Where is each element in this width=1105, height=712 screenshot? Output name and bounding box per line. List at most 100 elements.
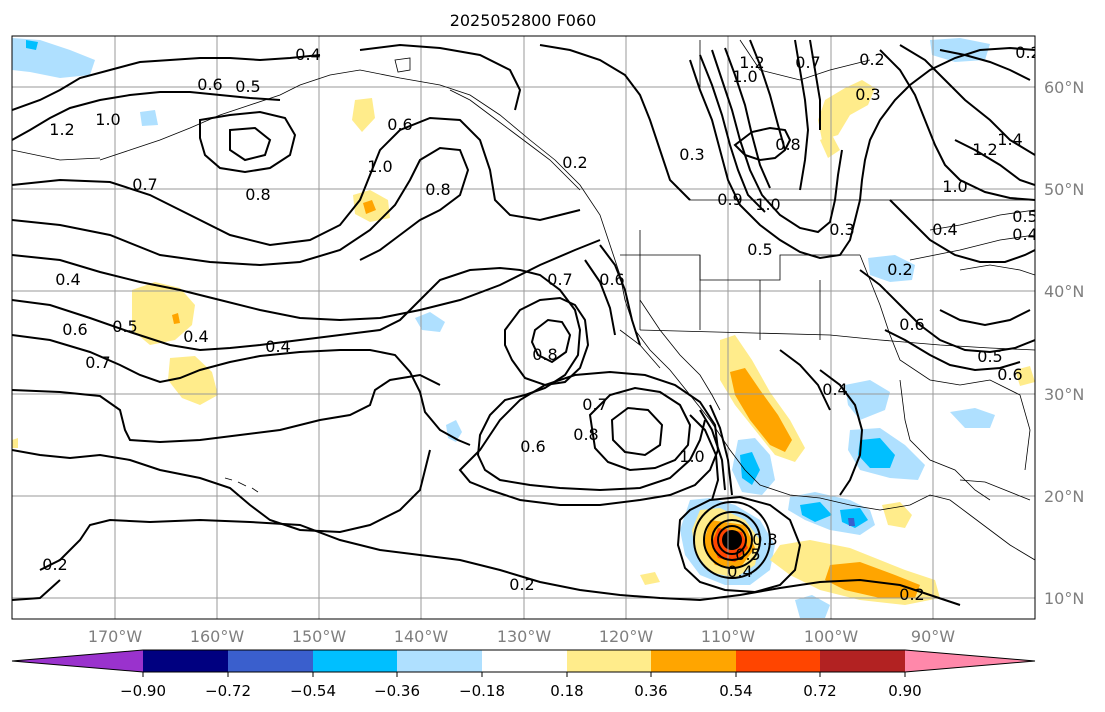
colorbar: −0.90 −0.72 −0.54 −0.36 −0.18 0.18 0.36 … xyxy=(11,649,1036,700)
contour-label: 0.5 xyxy=(747,240,772,259)
lat-label: 60°N xyxy=(1044,78,1084,97)
contour-label: 1.0 xyxy=(367,157,392,176)
colorbar-tick-label: −0.90 xyxy=(120,682,166,700)
lon-label: 120°W xyxy=(599,627,654,646)
lon-label: 160°W xyxy=(190,627,245,646)
contour-lines xyxy=(12,39,1035,606)
contour-label: 1.0 xyxy=(942,177,967,196)
contour-label: 1.0 xyxy=(95,110,120,129)
colorbar-segment xyxy=(397,650,482,672)
contour-label: 0.3 xyxy=(829,220,854,239)
contour-label: 0.2 xyxy=(562,153,587,172)
contour-label: 0.5 xyxy=(235,77,260,96)
latitude-labels: 60°N 50°N 40°N 30°N 20°N 10°N xyxy=(1044,78,1084,608)
contour-label: 0.4 xyxy=(55,270,80,289)
lon-label: 140°W xyxy=(394,627,449,646)
contour-label: 0.4 xyxy=(727,562,752,581)
contour-label: 0.7 xyxy=(795,53,820,72)
contour-label: 0.6 xyxy=(197,75,222,94)
colorbar-segment xyxy=(567,650,651,672)
contour-label: 0.6 xyxy=(520,437,545,456)
lon-label: 100°W xyxy=(804,627,859,646)
contour-label: 0.7 xyxy=(132,175,157,194)
colorbar-tick-label: −0.54 xyxy=(290,682,336,700)
contour-label: 1.2 xyxy=(972,140,997,159)
contour-label: 1.4 xyxy=(997,130,1022,149)
colorbar-ticks xyxy=(142,672,906,677)
contour-label: 0.4 xyxy=(265,337,290,356)
contour-label: 1.2 xyxy=(739,53,764,72)
contour-label: 0.5 xyxy=(1012,207,1037,226)
contour-label: 0.8 xyxy=(532,345,557,364)
contour-label: 0.6 xyxy=(62,320,87,339)
contour-label: 0.4 xyxy=(1012,225,1037,244)
lat-label: 50°N xyxy=(1044,180,1084,199)
contour-label: 0.8 xyxy=(775,135,800,154)
contour-label: 0.8 xyxy=(425,180,450,199)
lon-label: 170°W xyxy=(88,627,143,646)
lon-label: 110°W xyxy=(701,627,756,646)
contour-label: 0.4 xyxy=(932,220,957,239)
contour-label: 0.9 xyxy=(717,190,742,209)
lon-label: 130°W xyxy=(497,627,552,646)
contour-label: 0.5 xyxy=(977,347,1002,366)
contour-label: 0.4 xyxy=(822,380,847,399)
contour-label: 0.2 xyxy=(509,575,534,594)
colorbar-segment xyxy=(482,650,567,672)
contour-label: 0.2 xyxy=(899,585,924,604)
contour-label: 0.4 xyxy=(183,327,208,346)
lat-label: 40°N xyxy=(1044,282,1084,301)
contour-label: 0.3 xyxy=(752,530,777,549)
contour-label: 0.7 xyxy=(582,395,607,414)
contour-label: 0.6 xyxy=(599,270,624,289)
contour-label: 1.0 xyxy=(755,195,780,214)
contour-label: 0.7 xyxy=(85,353,110,372)
longitude-labels: 170°W 160°W 150°W 140°W 130°W 120°W 110°… xyxy=(88,627,955,646)
colorbar-tick-label: 0.18 xyxy=(550,682,583,700)
contour-label: 0.2 xyxy=(859,50,884,69)
coastlines xyxy=(12,39,1035,561)
contour-label: 0.2 xyxy=(42,555,67,574)
lat-label: 30°N xyxy=(1044,385,1084,404)
lat-label: 20°N xyxy=(1044,487,1084,506)
colorbar-tick-label: 0.90 xyxy=(888,682,921,700)
map-frame xyxy=(11,35,1036,620)
colorbar-tick-label: −0.18 xyxy=(459,682,505,700)
contour-labels: 0.4 0.6 0.5 1.0 1.2 0.7 0.8 0.6 1.0 0.8 … xyxy=(42,43,1040,604)
map-panel: 0.4 0.6 0.5 1.0 1.2 0.7 0.8 0.6 1.0 0.8 … xyxy=(11,35,1040,620)
colorbar-tick-label: −0.72 xyxy=(205,682,251,700)
colorbar-tick-label: 0.72 xyxy=(803,682,836,700)
contour-label: 0.6 xyxy=(899,315,924,334)
lon-label: 90°W xyxy=(911,627,955,646)
colorbar-segment xyxy=(820,650,905,672)
contour-label: 0.8 xyxy=(245,185,270,204)
lat-label: 10°N xyxy=(1044,589,1084,608)
contour-label: 1.0 xyxy=(732,67,757,86)
colorbar-segment xyxy=(12,650,143,672)
contour-label: 0.2 xyxy=(887,260,912,279)
contour-label: 0.3 xyxy=(855,85,880,104)
contour-label: 0.6 xyxy=(997,365,1022,384)
contour-label: 1.0 xyxy=(679,447,704,466)
contour-label: 0.4 xyxy=(295,45,320,64)
colorbar-segment xyxy=(228,650,313,672)
contour-label: 0.5 xyxy=(735,545,760,564)
contour-label: 0.5 xyxy=(112,317,137,336)
colorbar-segment xyxy=(651,650,736,672)
colorbar-segment xyxy=(143,650,228,672)
lon-label: 150°W xyxy=(292,627,347,646)
contour-label: 0.6 xyxy=(387,115,412,134)
colorbar-tick-label: 0.54 xyxy=(719,682,752,700)
colorbar-segment xyxy=(736,650,820,672)
map-title: 2025052800 F060 xyxy=(450,11,597,30)
contour-label: 1.2 xyxy=(49,120,74,139)
colorbar-segment xyxy=(313,650,397,672)
colorbar-tick-label: 0.36 xyxy=(634,682,667,700)
contour-label: 0.8 xyxy=(573,425,598,444)
contour-label: 0.2 xyxy=(1015,43,1040,62)
colorbar-tick-label: −0.36 xyxy=(374,682,420,700)
colorbar-segment xyxy=(905,650,1035,672)
contour-label: 0.3 xyxy=(679,145,704,164)
contour-label: 0.7 xyxy=(547,270,572,289)
